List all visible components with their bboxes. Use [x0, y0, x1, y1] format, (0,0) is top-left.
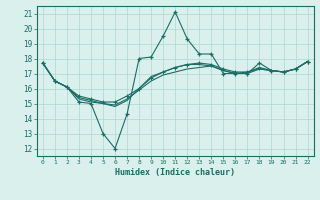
- X-axis label: Humidex (Indice chaleur): Humidex (Indice chaleur): [115, 168, 235, 177]
